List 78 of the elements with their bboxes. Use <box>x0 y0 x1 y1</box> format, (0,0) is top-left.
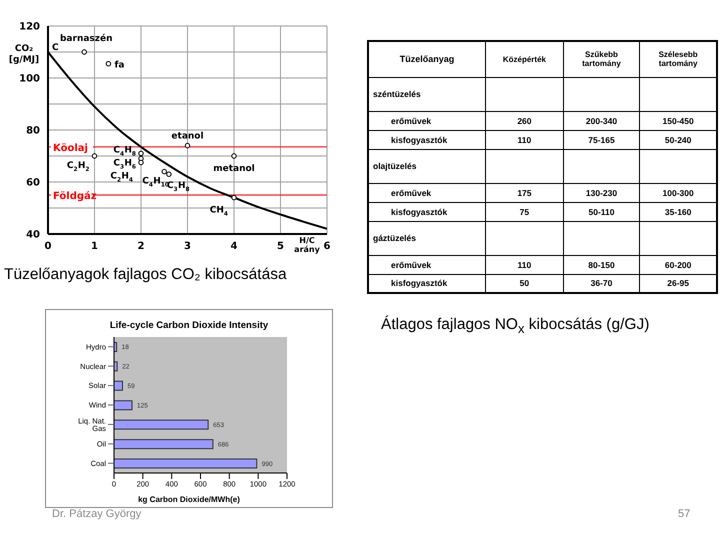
annotation: C <box>52 43 59 53</box>
text: 75-165 <box>588 134 615 144</box>
text: 75 <box>520 206 530 216</box>
point <box>138 160 144 166</box>
text: 35-160 <box>664 206 692 216</box>
annotation: fa <box>114 60 124 71</box>
y-tick-label: 80 <box>26 126 40 137</box>
bar <box>114 458 258 469</box>
category-label: erőművek <box>391 260 432 270</box>
text: Átlagos fajlagos NO$_{x}$ kibocsátás (g/GJ) <box>381 316 650 336</box>
category-label: kisfogyasztók <box>391 134 448 144</box>
text: 80-150 <box>588 260 615 270</box>
text: 50-110 <box>588 206 614 216</box>
category-label: Szűkebb tartomány <box>563 41 640 77</box>
point <box>184 142 190 148</box>
category-label: gáztüzelés <box>373 233 416 243</box>
text: 110 <box>518 260 532 270</box>
annotation: metanol <box>213 164 255 174</box>
x-tick-label: 6 <box>324 241 331 252</box>
point <box>231 153 237 159</box>
point <box>106 61 112 66</box>
category-label: olajtüzelés <box>373 161 416 171</box>
category-label: erőművek <box>391 116 432 126</box>
y-tick-label: 40 <box>26 230 40 241</box>
text: 50-240 <box>664 134 692 144</box>
ref-line-label: Köolaj <box>53 142 88 154</box>
bar <box>114 420 209 430</box>
category-label: Tüzelőanyag <box>368 41 486 77</box>
y-tick-label: 60 <box>26 178 40 189</box>
category-label: kisfogyasztók <box>391 206 448 216</box>
x-tick-label: 0 <box>44 241 52 252</box>
text: 150-450 <box>662 116 694 126</box>
x-tick-label: 5 <box>277 241 284 252</box>
text: 57 <box>678 508 690 520</box>
x-tick-label: 1 <box>91 241 98 252</box>
text: 110 <box>518 134 532 144</box>
text: 26-95 <box>667 278 690 288</box>
x-tick-label: 4 <box>230 241 238 252</box>
category-label: széntüzelés <box>373 89 421 99</box>
category-label: erőművek <box>391 188 432 198</box>
y-tick-label: 100 <box>19 74 40 85</box>
annotation: C$_{2}$H$_{2}$ <box>66 161 90 173</box>
text: 50 <box>520 278 530 288</box>
bar <box>114 439 214 450</box>
x-axis-title: H/C arány <box>293 236 321 254</box>
y-tick-label: 120 <box>19 22 40 33</box>
annotation: C$_{4}$H$_{8}$ <box>113 145 136 158</box>
text: 36-70 <box>590 278 612 288</box>
x-tick-label: 3 <box>184 241 192 252</box>
text: 260 <box>517 116 532 126</box>
text: 60-200 <box>664 260 692 270</box>
point <box>166 172 172 177</box>
text: 200-340 <box>586 116 618 126</box>
annotation: etanol <box>171 132 204 142</box>
text: Dr. Pátzay György <box>52 508 142 520</box>
annotation: C$_{2}$H$_{4}$ <box>110 172 133 184</box>
point <box>92 153 98 159</box>
text: 100-300 <box>662 188 694 198</box>
annotation: CH$_{4}$ <box>210 206 228 218</box>
annotation: C$_{3}$H$_{6}$ <box>113 158 136 171</box>
category-label: kisfogyasztók <box>391 278 448 288</box>
x-tick-label: 2 <box>138 241 145 252</box>
x-axis-title: kg Carbon Dioxide/MWh(e) <box>137 495 241 504</box>
y-axis-title: CO₂ [g/MJ] <box>8 44 40 66</box>
annotation: barnaszén <box>60 33 113 44</box>
ref-line-label: Földgáz <box>53 191 97 202</box>
text: 175 <box>517 188 532 198</box>
bar <box>114 380 124 391</box>
category-label: Szélesebb tartomány <box>640 41 717 77</box>
text: Tüzelőanyagok fajlagos CO₂ kibocsátása <box>4 266 288 284</box>
chart-title: Life-cycle Carbon Dioxide Intensity <box>108 320 270 331</box>
category-label: Középérték <box>486 41 564 77</box>
point <box>231 194 237 200</box>
bar <box>114 400 133 410</box>
point <box>138 150 144 156</box>
point <box>162 168 167 174</box>
point <box>82 49 87 55</box>
text: 130-230 <box>586 188 618 198</box>
